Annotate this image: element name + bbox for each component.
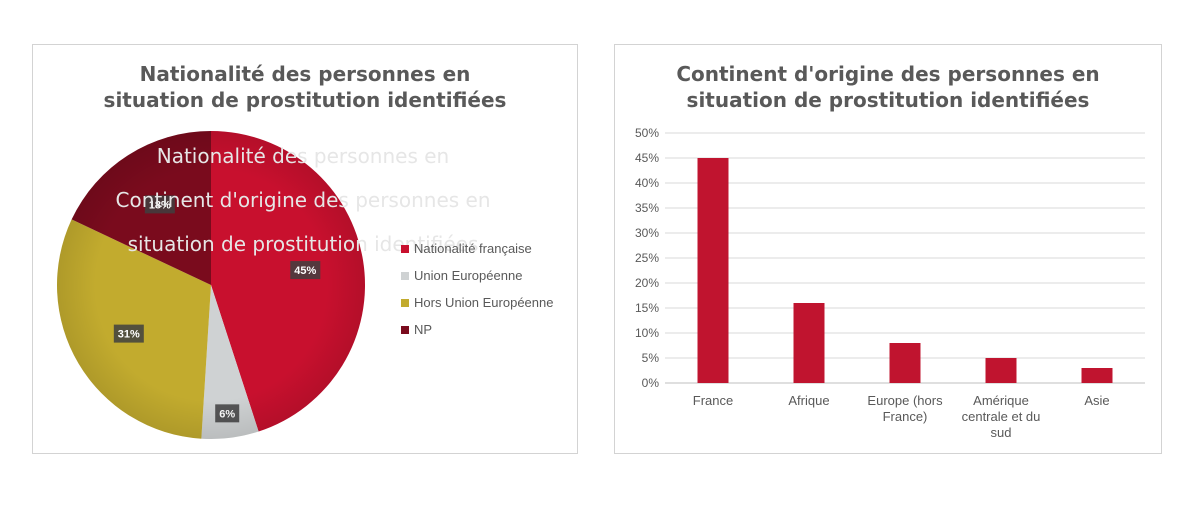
bar-1 [793,303,825,383]
legend-label-ue: Union Européenne [414,268,523,283]
x-tick-label: Amérique centrale et du sud [962,393,1041,440]
pie-legend: Nationalité française Union Européenne H… [401,235,553,343]
y-tick-label: 0% [642,376,660,390]
bar-0 [697,158,729,383]
y-tick-label: 50% [635,126,659,140]
pie-title-line-2: situation de prostitution identifiées [103,88,507,112]
legend-label-np: NP [414,322,433,337]
legend-item-ue: Union Européenne [401,262,553,289]
legend-swatch-francaise [401,244,409,253]
legend-swatch-hors-ue [401,298,409,307]
pie-chart-panel: Nationalité des personnes en situation d… [32,44,578,454]
pie-data-label-francaise: 45% [294,265,316,277]
bar-3 [985,358,1017,383]
y-tick-label: 35% [635,201,659,215]
y-tick-label: 45% [635,151,659,165]
y-tick-label: 5% [642,351,660,365]
bar-4 [1081,368,1113,383]
legend-item-hors-ue: Hors Union Européenne [401,289,553,316]
bar-title-line-1: Continent d'origine des personnes en [676,62,1100,86]
x-tick-label: France [693,393,733,408]
bar-2 [889,343,921,383]
legend-item-np: NP [401,316,553,343]
x-tick-label: Afrique [788,393,829,408]
y-tick-label: 25% [635,251,659,265]
legend-label-hors-ue: Hors Union Européenne [414,295,554,310]
bar-chart: 0% 5% 10% 15% 20% 25% 30% 35% 40% 45% 50% France Afr… [635,126,1145,440]
legend-swatch-ue [401,271,409,280]
pie-data-label-np: 18% [149,199,171,211]
bar-chart-title: Continent d'origine des personnes en sit… [615,61,1161,113]
y-tick-label: 30% [635,226,659,240]
legend-label-francaise: Nationalité française [414,241,532,256]
pie-data-label-ue: 6% [219,408,235,420]
pie-data-label-hors-ue: 31% [118,329,140,341]
y-tick-label: 10% [635,326,659,340]
legend-swatch-np [401,325,409,334]
y-tick-label: 15% [635,301,659,315]
legend-item-francaise: Nationalité française [401,235,553,262]
bar-title-line-2: situation de prostitution identifiées [686,88,1090,112]
pie-title-line-1: Nationalité des personnes en [139,62,471,86]
pie-chart-title: Nationalité des personnes en situation d… [33,61,577,113]
x-tick-label: Europe (hors France) [867,393,943,424]
x-tick-label: Asie [1084,393,1109,408]
y-tick-label: 40% [635,176,659,190]
y-tick-label: 20% [635,276,659,290]
bar-chart-panel: Continent d'origine des personnes en sit… [614,44,1162,454]
